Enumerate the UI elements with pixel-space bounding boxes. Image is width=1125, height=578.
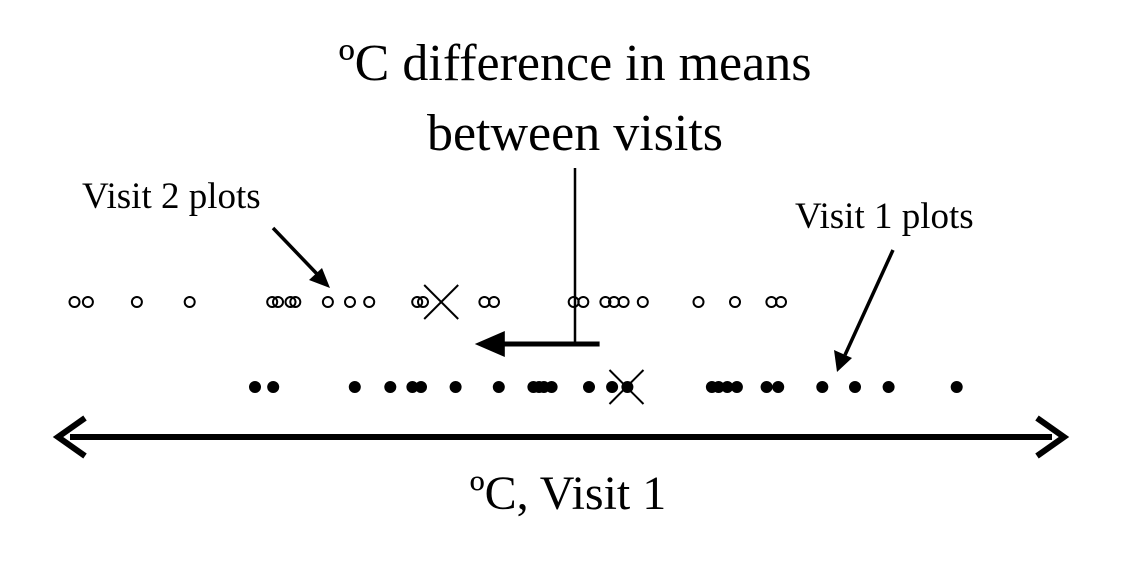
visit2-point bbox=[636, 296, 649, 308]
title-line-2: between visits bbox=[427, 105, 723, 162]
visit2-point bbox=[344, 296, 356, 308]
visit1-point bbox=[760, 381, 773, 393]
visit2-point bbox=[617, 296, 630, 308]
visit2-point bbox=[577, 296, 590, 308]
visit2-point bbox=[68, 296, 81, 308]
visit2-point bbox=[183, 296, 196, 308]
mean-x-stroke bbox=[608, 369, 645, 405]
visit2-point-series bbox=[68, 296, 787, 308]
visit1-point bbox=[415, 381, 427, 393]
visit2-mean-marker bbox=[423, 284, 459, 320]
visit1-point bbox=[730, 381, 743, 393]
visit1-point bbox=[583, 381, 595, 393]
visit2-point bbox=[284, 296, 297, 308]
axis-right-arrowhead bbox=[1035, 415, 1070, 459]
visit2-point bbox=[478, 296, 491, 308]
visit1-point bbox=[249, 381, 261, 393]
visit1-point bbox=[772, 381, 785, 393]
visit1-point-series bbox=[249, 381, 963, 393]
title-line-1: ºC difference in means bbox=[339, 35, 812, 92]
visit1-point bbox=[384, 381, 397, 393]
visit2-point bbox=[567, 296, 580, 308]
visit1-mean-marker bbox=[608, 369, 645, 405]
visit1-point bbox=[267, 381, 280, 393]
visit2-point bbox=[272, 296, 284, 308]
callout-visit1-arrowhead bbox=[834, 350, 852, 372]
callout-visit2-pointer bbox=[271, 226, 320, 277]
callout-visit2: Visit 2 plots bbox=[82, 176, 261, 217]
axis-label: ºC, Visit 1 bbox=[470, 467, 667, 520]
visit1-point bbox=[882, 381, 895, 393]
visit1-point bbox=[816, 381, 829, 393]
visit1-point bbox=[950, 381, 963, 393]
visit2-point bbox=[81, 296, 94, 308]
visit2-point bbox=[599, 296, 612, 308]
difference-arrowhead bbox=[474, 331, 505, 357]
mean-markers bbox=[423, 284, 645, 405]
visit2-point bbox=[266, 296, 279, 308]
visit2-point bbox=[765, 296, 778, 308]
axis-left-arrowhead bbox=[52, 415, 87, 459]
visit2-point bbox=[411, 296, 424, 308]
callout-visit1: Visit 1 plots bbox=[795, 196, 974, 237]
visit2-point bbox=[363, 296, 376, 308]
visit2-point bbox=[775, 296, 787, 308]
visit1-point bbox=[545, 381, 558, 393]
visit2-point bbox=[289, 296, 302, 308]
visit2-point bbox=[729, 296, 741, 308]
visit1-point bbox=[449, 381, 462, 393]
visit1-point bbox=[348, 381, 361, 393]
visit2-point bbox=[488, 296, 500, 308]
callout-visit1-pointer bbox=[843, 249, 895, 356]
visit2-point bbox=[692, 296, 705, 308]
visit2-point bbox=[417, 296, 429, 308]
visit2-point bbox=[321, 296, 334, 308]
visit1-point bbox=[492, 381, 505, 393]
callout-visit2-arrowhead bbox=[309, 268, 330, 288]
visit2-point bbox=[130, 296, 143, 308]
visit1-point bbox=[849, 381, 861, 393]
visit1-point bbox=[606, 381, 619, 393]
mean-x-stroke bbox=[423, 284, 459, 320]
